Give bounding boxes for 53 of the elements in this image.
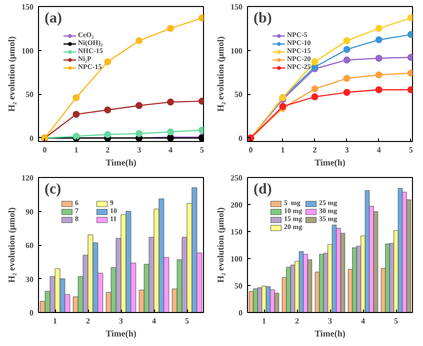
x-tick-label: 4 (376, 146, 381, 154)
y-tick-label: 0 (30, 134, 34, 143)
y-tick-label: 100 (230, 46, 242, 56)
y-tick-label: 50 (26, 90, 34, 100)
x-tick-label: 1 (74, 146, 78, 154)
y-tick-label: 0 (238, 134, 242, 143)
y-tick-label: 100 (230, 254, 242, 264)
y-tick-label: 250 (230, 174, 242, 182)
y-tick-label: 100 (22, 46, 34, 56)
y-tick-label: 150 (22, 2, 34, 12)
x-tick-label: 1 (262, 316, 266, 326)
chart-title: (c) (44, 182, 62, 198)
x-axis-title: Time(h) (106, 158, 136, 168)
x-axis-title: Time(h) (314, 328, 346, 338)
x-tick-label: 2 (106, 146, 110, 154)
y-tick-label: 90 (26, 207, 34, 216)
x-tick-label: 3 (137, 146, 142, 154)
x-tick-label: 5 (408, 146, 413, 154)
y-axis-title: H₂ evolution (μmol) (6, 207, 16, 283)
x-tick-label: 5 (185, 316, 189, 326)
chart-title: (b) (254, 10, 272, 27)
y-tick-label: 50 (234, 90, 242, 100)
y-tick-label: 50 (234, 282, 242, 290)
x-tick-label: 3 (328, 316, 332, 326)
y-axis-title: H₂ evolution (μmol) (216, 36, 226, 112)
y-axis-title: H₂ evolution (μmol) (216, 207, 226, 283)
y-axis-title: H₂ evolution (μmol) (6, 36, 16, 112)
y-tick-label: 0 (238, 308, 242, 318)
x-tick-label: 4 (152, 316, 156, 326)
y-tick-label: 30 (26, 274, 34, 284)
x-tick-label: 2 (312, 146, 317, 154)
y-tick-label: 200 (230, 200, 242, 210)
x-tick-label: 2 (86, 316, 90, 326)
y-tick-label: 0 (30, 308, 34, 318)
x-tick-label: 2 (295, 316, 299, 326)
x-tick-label: 4 (168, 146, 172, 154)
x-tick-label: 3 (344, 146, 349, 154)
x-tick-label: 3 (119, 316, 123, 326)
x-tick-label: 1 (53, 316, 57, 326)
x-tick-label: 1 (280, 146, 285, 154)
x-tick-label: 0 (248, 146, 253, 154)
x-axis-title: Time(h) (106, 328, 136, 338)
x-tick-label: 5 (200, 146, 204, 154)
y-tick-label: 150 (230, 228, 242, 236)
x-tick-label: 5 (394, 316, 398, 326)
chart-title: (a) (44, 10, 62, 27)
x-tick-label: 0 (42, 146, 47, 154)
y-tick-label: 120 (22, 174, 34, 182)
x-tick-label: 4 (361, 316, 365, 326)
x-axis-title: Time(h) (314, 158, 346, 168)
y-tick-label: 150 (230, 2, 242, 12)
y-tick-label: 60 (26, 241, 34, 250)
chart-title: (d) (254, 182, 272, 198)
